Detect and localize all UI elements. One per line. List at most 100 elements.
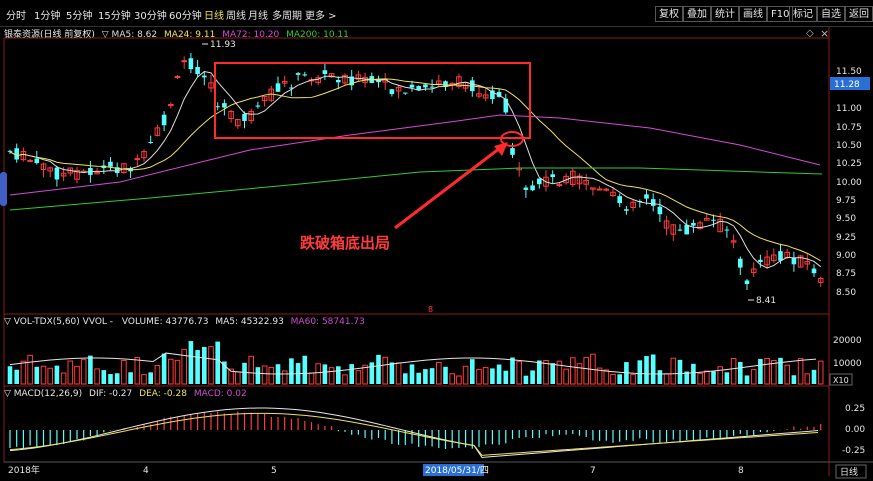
volume-bar bbox=[60, 372, 67, 385]
candle-body bbox=[697, 222, 703, 230]
period-tab-weekly[interactable]: 周线 bbox=[226, 11, 246, 22]
volume-bar bbox=[670, 357, 677, 385]
period-tab-15min[interactable]: 15分钟 bbox=[98, 11, 131, 22]
volume-title: ▽ VOL-TDX(5,60) VVOL - bbox=[4, 317, 114, 327]
period-tab-60min[interactable]: 60分钟 bbox=[169, 11, 202, 22]
volume-bar bbox=[74, 365, 80, 385]
y-tick: 8.75 bbox=[836, 269, 856, 279]
candle-body bbox=[7, 150, 13, 152]
overlay-button[interactable]: 叠加 bbox=[683, 6, 711, 22]
y-tick: 10.50 bbox=[836, 141, 862, 151]
volume-bar bbox=[476, 368, 482, 385]
volume-bar bbox=[704, 370, 710, 385]
volume-bar bbox=[302, 355, 308, 384]
macd-y-tick: 0.00 bbox=[845, 425, 865, 435]
volume-bar bbox=[738, 361, 743, 384]
volume-bar bbox=[804, 373, 811, 385]
candle-body bbox=[482, 94, 489, 99]
candle-body bbox=[60, 172, 67, 177]
candle-body bbox=[74, 169, 80, 180]
volume-bar bbox=[261, 365, 268, 385]
volume-info-line: ▽ VOL-TDX(5,60) VVOL - VOLUME: 43776.73 … bbox=[4, 317, 365, 327]
candle-body bbox=[771, 254, 777, 261]
candle-body bbox=[797, 255, 804, 268]
volume-bar bbox=[389, 362, 395, 384]
candle-body bbox=[684, 224, 689, 235]
candle-body bbox=[40, 163, 47, 170]
candle-body bbox=[94, 171, 100, 175]
cursor-date-box bbox=[423, 464, 484, 476]
f10-button[interactable]: F10 bbox=[767, 6, 794, 22]
period-tab-monthly[interactable]: 月线 bbox=[248, 11, 268, 22]
candle-body bbox=[416, 86, 421, 90]
volume-bar bbox=[583, 357, 590, 385]
volume-bar bbox=[308, 372, 315, 385]
dea-value: DEA: -0.28 bbox=[139, 389, 187, 399]
candle-body bbox=[744, 280, 750, 285]
candle-body bbox=[141, 151, 147, 159]
candle-body bbox=[20, 150, 27, 161]
dif-value: DIF: -0.27 bbox=[89, 389, 133, 399]
period-tab-multi[interactable]: 多周期 bbox=[272, 11, 302, 22]
volume-bar bbox=[657, 370, 663, 384]
candle-body bbox=[550, 174, 555, 178]
ma24-line bbox=[9, 78, 821, 262]
period-tab-5min[interactable]: 5分钟 bbox=[66, 11, 93, 22]
candle-body bbox=[168, 104, 174, 107]
volume-bar bbox=[376, 354, 381, 384]
candle-body bbox=[222, 103, 227, 108]
volume-bar bbox=[403, 373, 408, 384]
close-icon[interactable]: × bbox=[820, 27, 830, 40]
period-tab-more[interactable]: 更多 > bbox=[305, 11, 337, 22]
left-scroll-handle[interactable] bbox=[0, 172, 7, 206]
candle-body bbox=[650, 199, 656, 206]
watchlist-button[interactable]: 自选 bbox=[817, 6, 845, 22]
volume-bar bbox=[409, 364, 415, 384]
period-tab-timeshare[interactable]: 分时 bbox=[6, 11, 26, 22]
volume-bar bbox=[128, 372, 133, 384]
candle-body bbox=[610, 191, 616, 197]
volume-ma5-line bbox=[9, 352, 817, 375]
volume-bar bbox=[730, 357, 737, 385]
dea-line bbox=[9, 412, 819, 456]
volume-bar bbox=[248, 355, 254, 385]
volume-bar bbox=[523, 375, 529, 384]
period-tab-1min[interactable]: 1分钟 bbox=[34, 11, 61, 22]
ma5-line bbox=[9, 71, 822, 269]
candle-body bbox=[811, 268, 817, 274]
candle-body bbox=[510, 148, 515, 155]
volume-bar bbox=[80, 359, 87, 385]
stats-button[interactable]: 统计 bbox=[711, 6, 739, 22]
period-tab-daily[interactable]: 日线 bbox=[204, 11, 224, 22]
period-tab-30min[interactable]: 30分钟 bbox=[134, 11, 167, 22]
volume-bar bbox=[663, 373, 670, 385]
y-tick: 9.50 bbox=[836, 214, 856, 224]
candle-body bbox=[215, 106, 220, 108]
diamond-icon[interactable]: ◇ bbox=[806, 28, 814, 39]
candle-body bbox=[14, 148, 19, 160]
volume-bar bbox=[161, 353, 167, 384]
draw-button[interactable]: 画线 bbox=[739, 6, 767, 22]
volume-bar bbox=[34, 366, 40, 384]
volume-bar bbox=[784, 364, 791, 385]
volume-bar bbox=[222, 361, 227, 384]
candle-body bbox=[724, 229, 730, 231]
volume-bar bbox=[758, 359, 763, 384]
candle-body bbox=[261, 95, 268, 102]
candle-body bbox=[817, 278, 824, 283]
price-y-axis: 11.50 11.00 10.75 10.50 10.25 10.00 9.75… bbox=[836, 67, 862, 298]
candle-body bbox=[134, 158, 141, 161]
dif-line bbox=[9, 407, 819, 458]
cursor-date: 2018/05/31/四 bbox=[425, 466, 489, 476]
candle-body bbox=[543, 176, 549, 187]
volume-bar bbox=[255, 367, 261, 384]
volume-bar bbox=[817, 360, 824, 385]
adjust-button[interactable]: 复权 bbox=[655, 6, 683, 22]
annotation-arrow bbox=[394, 146, 501, 230]
candle-body bbox=[576, 175, 583, 185]
mark-button[interactable]: 标记 bbox=[789, 6, 817, 22]
candle-body bbox=[208, 82, 214, 89]
volume-bar bbox=[281, 370, 288, 385]
period-indicator-button[interactable] bbox=[835, 464, 867, 479]
